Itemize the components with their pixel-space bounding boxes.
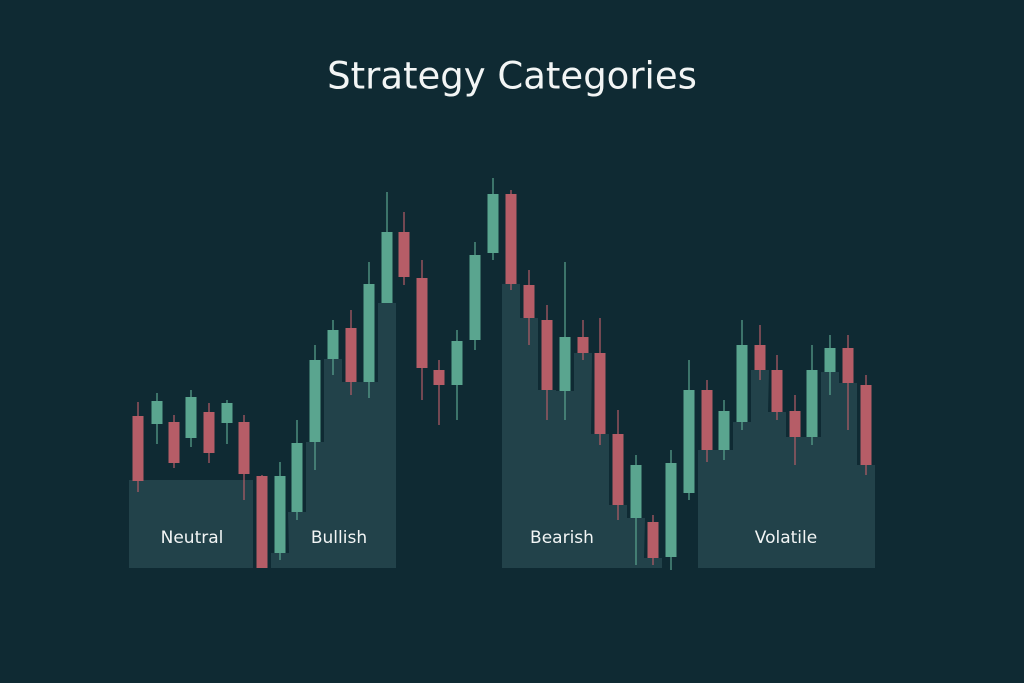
title: Strategy Categories	[327, 55, 697, 98]
category-label: Bearish	[530, 528, 594, 548]
candle-body	[345, 328, 357, 382]
candlestick	[221, 400, 233, 444]
candle-body	[487, 194, 499, 253]
candlestick	[771, 355, 783, 420]
candlestick	[274, 462, 286, 560]
candle-body	[505, 194, 517, 284]
category-region	[253, 303, 396, 568]
candle-body	[469, 255, 481, 340]
candlestick	[398, 212, 410, 285]
candlestick	[132, 402, 144, 492]
candlestick	[594, 318, 606, 445]
candlestick	[577, 320, 589, 360]
candlestick	[505, 190, 517, 290]
candle-body	[789, 411, 801, 437]
candle-body	[754, 345, 766, 370]
category-label: Volatile	[755, 528, 817, 548]
candle-body	[221, 403, 233, 423]
candle-body	[291, 443, 303, 512]
candlestick	[309, 345, 321, 470]
candlestick	[185, 390, 197, 447]
candle-body	[363, 284, 375, 382]
candle-body	[559, 337, 571, 391]
candlestick	[203, 403, 215, 463]
candle-body	[238, 422, 250, 474]
candlestick	[256, 475, 268, 568]
candle-body	[381, 232, 393, 303]
candle-body	[577, 337, 589, 353]
candlestick	[630, 455, 642, 565]
category-label: Bullish	[311, 528, 367, 548]
candlestick	[291, 420, 303, 520]
candle-body	[327, 330, 339, 359]
candle-body	[132, 416, 144, 481]
candle-body	[451, 341, 463, 385]
candlestick	[433, 360, 445, 425]
candle-body	[630, 465, 642, 518]
candlestick	[860, 375, 872, 475]
category-region	[698, 370, 875, 568]
candlestick	[238, 415, 250, 500]
candle-body	[612, 434, 624, 505]
candlestick	[327, 320, 339, 375]
candle-body	[274, 476, 286, 553]
category-label: Neutral	[161, 528, 224, 548]
candle-body	[185, 397, 197, 438]
candlestick	[168, 415, 180, 468]
candlestick	[612, 410, 624, 520]
candle-body	[398, 232, 410, 277]
candlestick	[469, 242, 481, 350]
candle-body	[151, 401, 163, 424]
candle-body	[736, 345, 748, 422]
candle-body	[256, 476, 268, 568]
category-regions	[129, 284, 875, 568]
candlestick	[381, 192, 393, 303]
candlestick	[736, 320, 748, 430]
candle-body	[701, 390, 713, 450]
candlestick	[487, 178, 499, 260]
candlestick	[523, 270, 535, 345]
candlestick	[345, 310, 357, 395]
candlestick	[683, 360, 695, 500]
candle-body	[541, 320, 553, 390]
candle-body	[842, 348, 854, 383]
candlestick	[842, 335, 854, 430]
candle-body	[683, 390, 695, 493]
candle-body	[168, 422, 180, 463]
candle-body	[309, 360, 321, 442]
candlestick	[559, 262, 571, 420]
candle-body	[523, 285, 535, 318]
candlestick	[665, 450, 677, 570]
candlestick	[451, 330, 463, 420]
candlestick	[647, 515, 659, 565]
candle-body	[718, 411, 730, 450]
candlestick	[151, 393, 163, 444]
category-region	[502, 284, 662, 568]
category-region	[129, 480, 253, 568]
candle-body	[203, 412, 215, 453]
candle-body	[665, 463, 677, 557]
candlestick	[824, 335, 836, 395]
candle-body	[860, 385, 872, 465]
candlestick	[416, 260, 428, 400]
candle-body	[647, 522, 659, 558]
candlestick	[789, 395, 801, 465]
candle-body	[824, 348, 836, 372]
candlestick	[754, 325, 766, 380]
candle-body	[806, 370, 818, 437]
candle-body	[433, 370, 445, 385]
candlestick	[701, 380, 713, 462]
candlestick	[363, 262, 375, 398]
candlestick	[541, 305, 553, 420]
candle-body	[771, 370, 783, 412]
candlesticks	[132, 178, 872, 570]
candlestick	[806, 345, 818, 445]
candle-body	[416, 278, 428, 368]
candle-body	[594, 353, 606, 434]
candlestick	[718, 400, 730, 460]
